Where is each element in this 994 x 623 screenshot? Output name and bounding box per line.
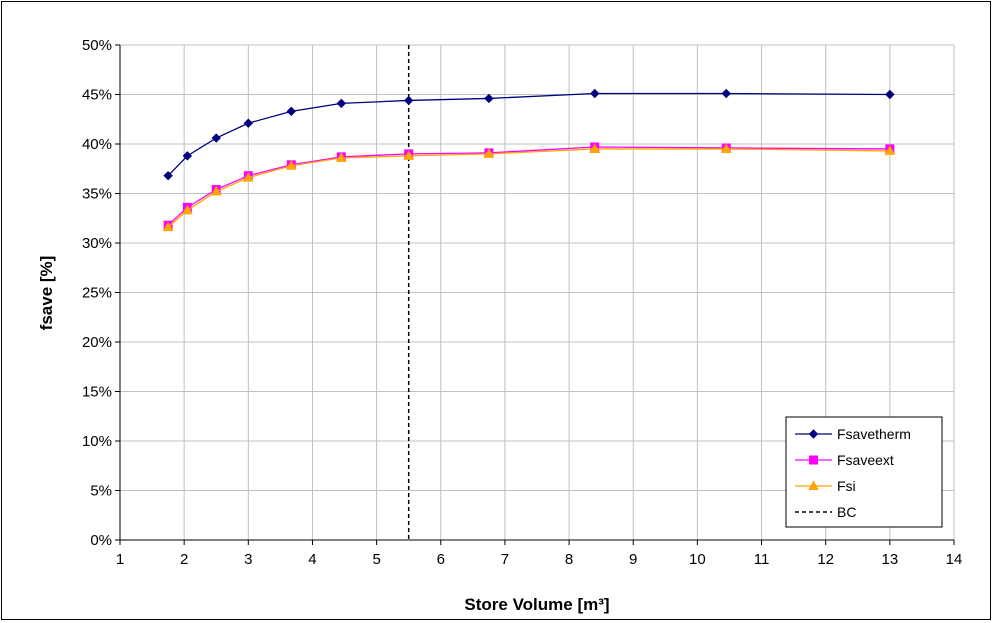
x-tick-label: 11 — [754, 551, 770, 568]
axes — [115, 44, 955, 545]
x-tick-label: 1 — [116, 551, 124, 568]
fsi-point — [242, 172, 254, 182]
fsi-point — [162, 221, 174, 232]
fsi-point — [589, 143, 601, 153]
fsavetherm-point — [163, 170, 173, 181]
y-tick-label: 50% — [82, 37, 112, 54]
y-tick-labels: 0% 5% 10% 15% 20% 25% 30% 35% 40% 45% 50% — [82, 37, 112, 549]
y-tick-label: 0% — [90, 532, 112, 549]
x-tick-label: 7 — [501, 551, 509, 568]
fsavetherm-point — [885, 89, 895, 100]
series-fsaveext — [163, 142, 895, 230]
y-tick-label: 45% — [82, 87, 112, 104]
y-tick-label: 20% — [82, 334, 112, 351]
legend-label-fsavetherm: Fsavetherm — [837, 426, 911, 442]
legend-label-fsi: Fsi — [837, 478, 856, 494]
fsavetherm-point — [211, 133, 221, 143]
fsi-point — [335, 152, 347, 162]
legend-marker-fsaveext — [809, 455, 818, 465]
legend: Fsavetherm Fsaveext Fsi BC — [785, 416, 943, 528]
fsavetherm-point — [336, 98, 347, 109]
x-tick-label: 2 — [180, 551, 188, 568]
fsavetherm-line — [167, 92, 890, 177]
x-tick-label: 13 — [882, 551, 899, 568]
y-tick-label: 5% — [90, 483, 112, 500]
legend-label-fsaveext: Fsaveext — [837, 452, 894, 468]
y-tick-label: 40% — [82, 136, 112, 153]
fsi-point — [403, 150, 415, 160]
fsavetherm-point — [243, 118, 254, 128]
y-axis-title: fsave [%] — [37, 256, 56, 331]
fsi-point — [720, 143, 732, 153]
fsaveext-line — [167, 146, 890, 226]
fsavetherm-point — [721, 88, 731, 99]
x-tick-label: 4 — [308, 551, 316, 568]
fsi-point — [182, 204, 193, 215]
x-tick-label: 9 — [629, 551, 637, 568]
fsavetherm-point — [286, 106, 296, 117]
y-tick-label: 25% — [82, 285, 112, 302]
fsavetherm-point — [590, 88, 600, 99]
x-tick-label: 12 — [817, 551, 834, 568]
x-tick-label: 8 — [565, 551, 573, 568]
x-tick-label: 6 — [437, 551, 445, 568]
x-tick-label: 10 — [689, 551, 706, 568]
fsavetherm-point — [484, 93, 494, 104]
fsavetherm-point — [403, 95, 414, 106]
fsavetherm-point — [182, 151, 193, 161]
fsi-point — [884, 145, 896, 155]
y-tick-label: 35% — [82, 186, 112, 203]
legend-marker-fsi — [808, 480, 819, 490]
fsi-point — [285, 160, 297, 170]
x-tick-labels: 1 2 3 4 5 6 7 8 9 10 11 12 13 14 — [116, 551, 963, 568]
legend-marker-fsavetherm — [808, 429, 819, 439]
fsi-line — [167, 148, 890, 228]
y-tick-label: 30% — [82, 235, 112, 252]
fsi-point — [210, 186, 222, 196]
series-fsavetherm — [163, 88, 895, 181]
series-layer — [162, 88, 896, 232]
x-axis-title: Store Volume [m³] — [464, 595, 609, 614]
x-tick-label: 3 — [244, 551, 252, 568]
y-tick-label: 10% — [82, 433, 112, 450]
x-tick-label: 14 — [946, 551, 963, 568]
fsi-point — [483, 148, 495, 158]
x-tick-label: 5 — [372, 551, 380, 568]
y-tick-label: 15% — [82, 384, 112, 401]
legend-label-bc: BC — [837, 504, 856, 520]
series-fsi — [162, 143, 896, 232]
